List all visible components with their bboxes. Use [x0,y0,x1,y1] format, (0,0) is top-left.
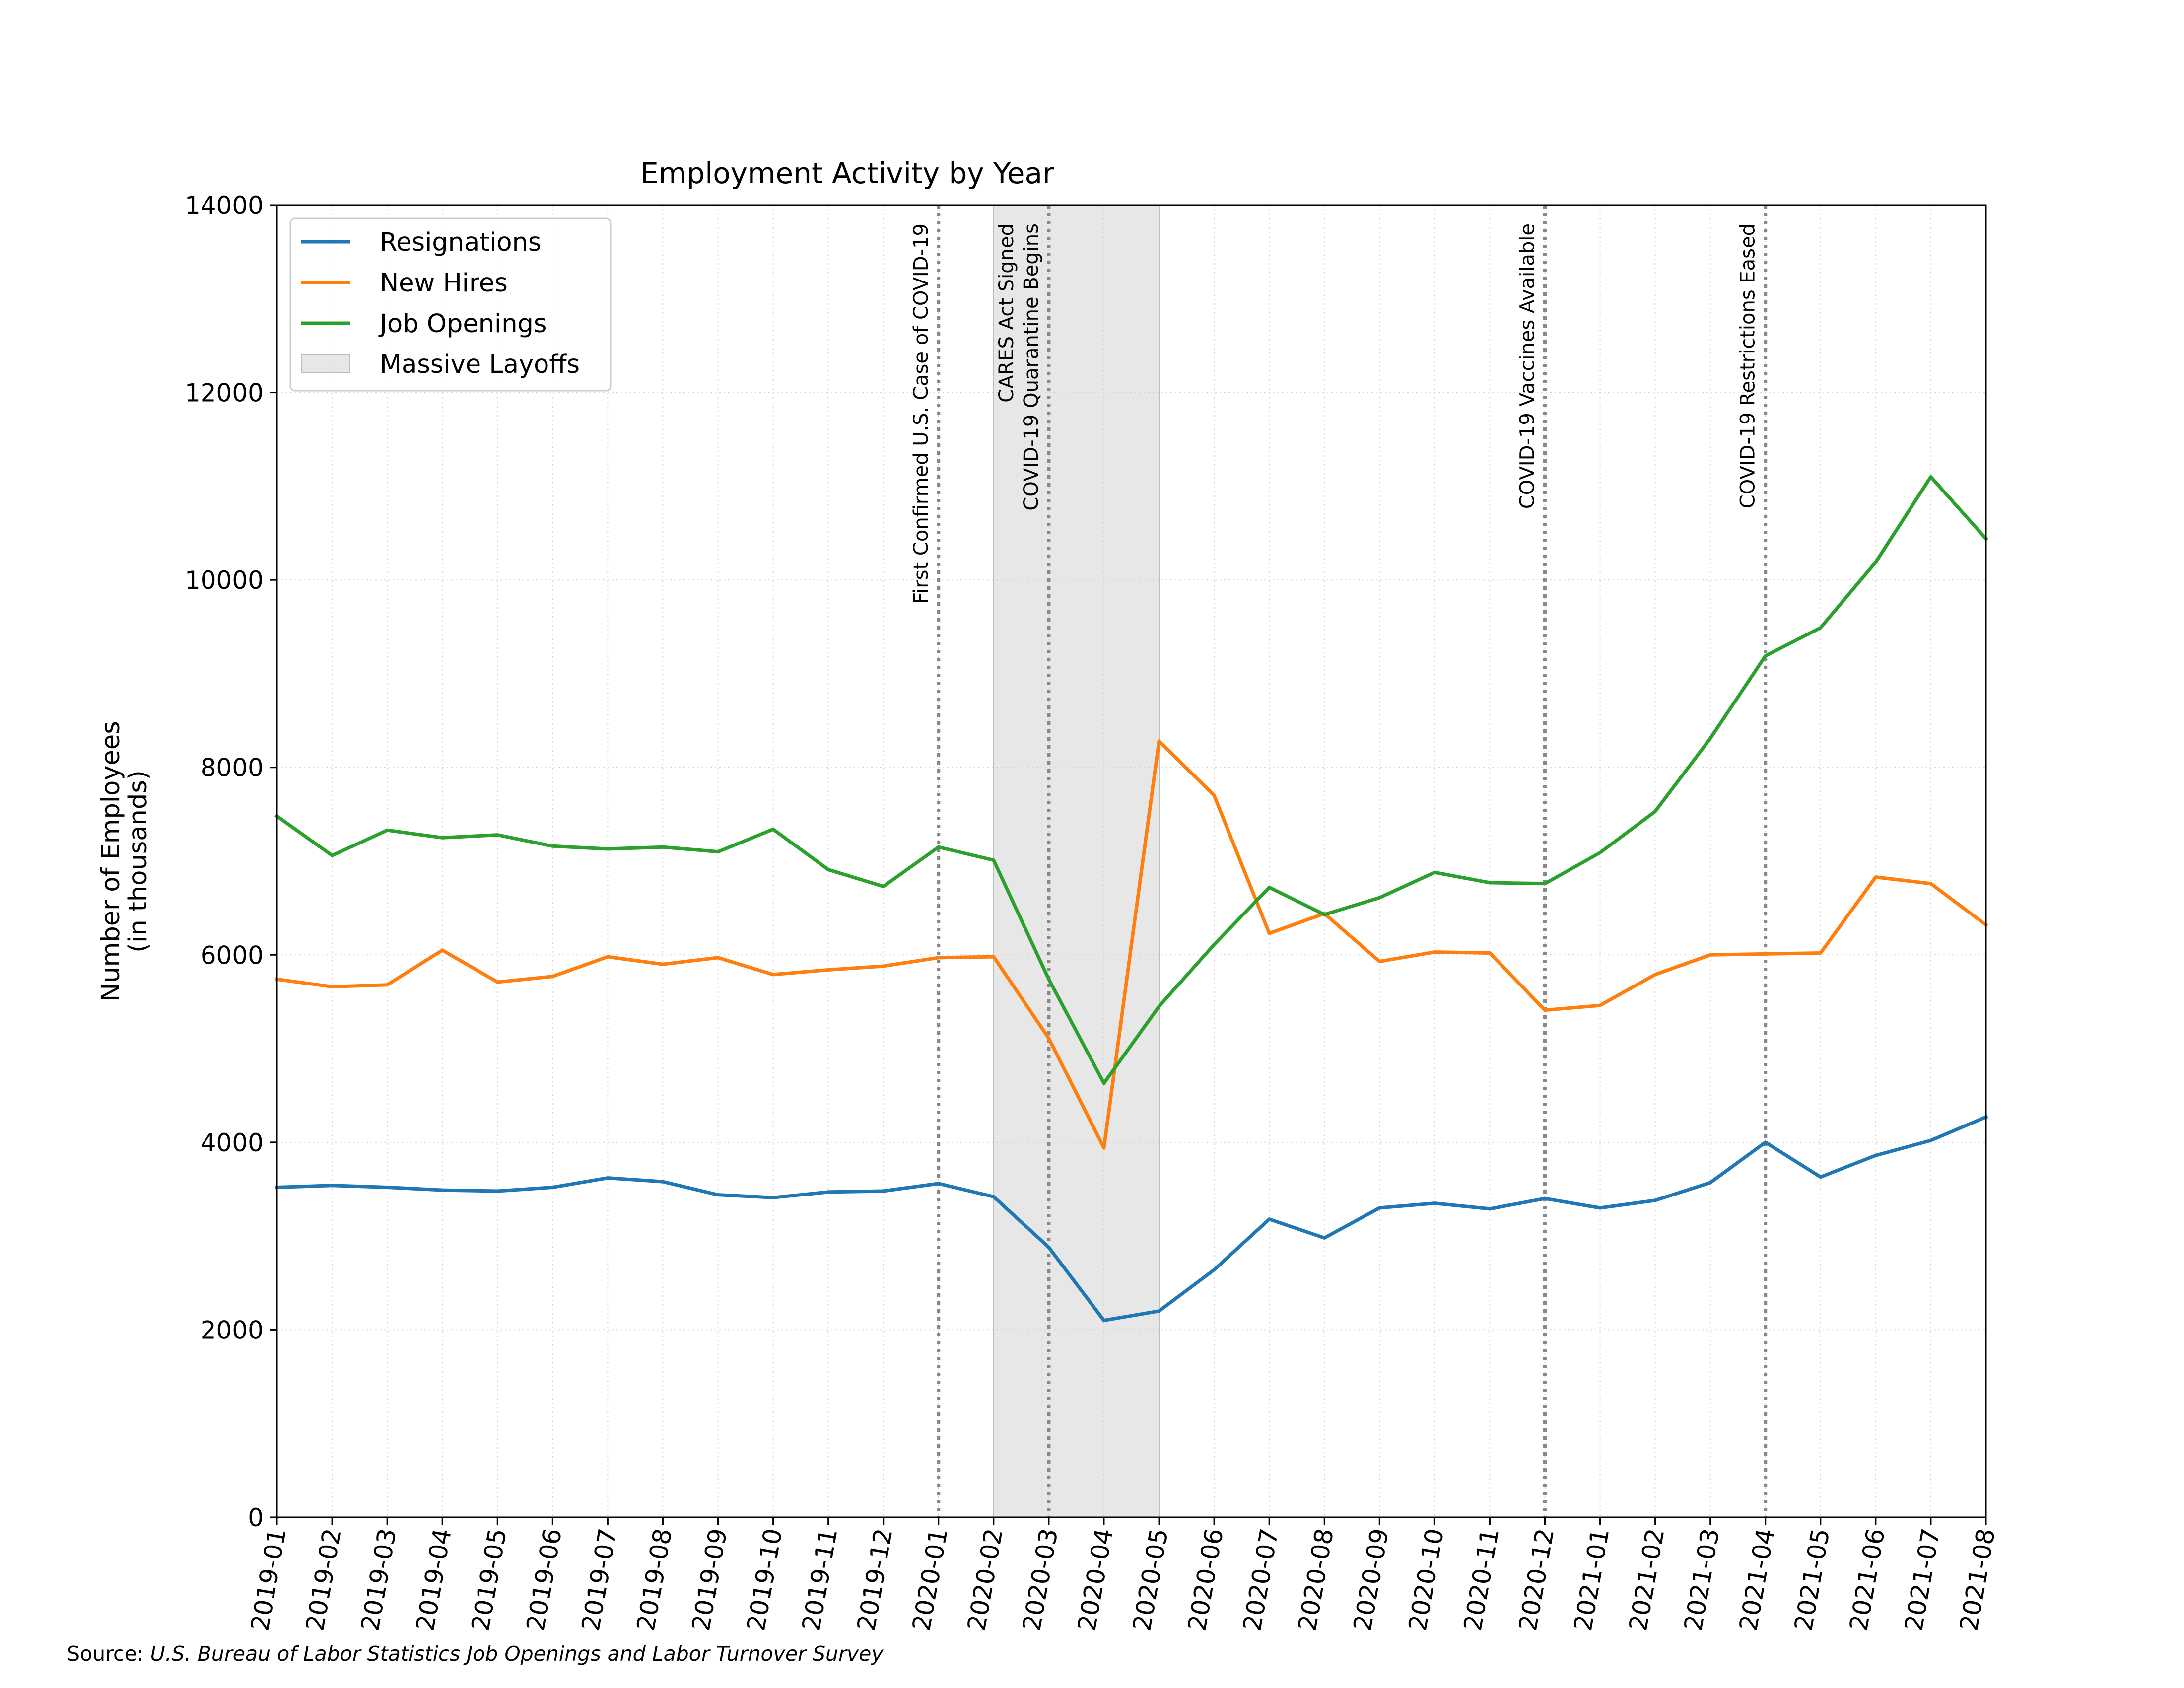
x-axis-ticks: 2019-01 2019-02 2019-03 2019-04 2019-05 2019-… [245,1517,2001,1633]
y-tick-label: 8000 [201,754,264,782]
series-line-job-openings [274,475,1988,1085]
x-tick-label: 2020-03 [1017,1526,1063,1633]
event-label: COVID-19 Quarantine Begins [1020,223,1043,511]
event-label: CARES Act Signed [995,223,1018,403]
x-tick-label: 2020-11 [1458,1526,1504,1633]
series-lines [274,475,1988,1323]
event-markers: First Confirmed U.S. Case of COVID-19 CAR… [910,205,1768,1517]
x-tick-label: 2019-04 [411,1526,457,1633]
legend-swatch [301,354,350,373]
x-tick-label: 2019-10 [742,1526,788,1633]
x-tick-label: 2020-06 [1183,1526,1229,1633]
chart-title: Employment Activity by Year [640,156,1054,190]
x-tick-label: 2021-05 [1789,1526,1835,1633]
x-tick-label: 2020-07 [1238,1526,1284,1633]
legend-label: Resignations [380,228,541,257]
x-tick-label: 2021-07 [1899,1526,1945,1633]
x-tick-label: 2020-09 [1348,1526,1394,1633]
y-tick-label: 4000 [201,1128,264,1157]
x-tick-label: 2019-12 [852,1526,898,1633]
legend-label: Massive Layoffs [380,350,580,379]
x-tick-label: 2021-06 [1844,1526,1890,1633]
legend-label: New Hires [380,269,508,298]
y-tick-label: 12000 [185,379,264,408]
x-tick-label: 2021-03 [1679,1526,1725,1633]
legend-box [289,217,612,392]
x-tick-label: 2019-05 [466,1526,512,1633]
legend: Resignations New Hires Job Openings Massive… [289,217,612,392]
x-tick-label: 2020-05 [1127,1526,1173,1633]
x-tick-label: 2019-02 [300,1526,346,1633]
event-label: First Confirmed U.S. Case of COVID-19 [910,223,933,604]
x-tick-label: 2019-06 [521,1526,567,1633]
x-tick-label: 2021-02 [1624,1526,1670,1633]
x-tick-label: 2021-04 [1734,1526,1780,1633]
series-line-resignations [275,1115,1988,1323]
x-tick-label: 2019-01 [245,1526,291,1633]
y-tick-label: 0 [248,1503,264,1532]
x-tick-label: 2020-08 [1293,1526,1339,1633]
event-label: COVID-19 Restrictions Eased [1737,223,1760,508]
x-tick-label: 2019-07 [576,1526,622,1633]
x-tick-label: 2020-10 [1403,1526,1449,1633]
source-text: U.S. Bureau of Labor Statistics Job Open… [150,1642,884,1666]
legend-label: Job Openings [378,309,546,339]
x-tick-label: 2020-02 [962,1526,1008,1633]
x-tick-label: 2019-08 [631,1526,678,1633]
source-note: Source: U.S. Bureau of Labor Statistics … [67,1642,884,1666]
x-tick-label: 2021-01 [1569,1526,1615,1633]
massive-layoffs-band [993,205,1160,1518]
y-axis-label-line1: Number of Employees [96,721,126,1002]
x-tick-label: 2019-03 [356,1526,402,1633]
x-tick-label: 2020-01 [907,1526,953,1633]
event-label: COVID-19 Vaccines Available [1516,223,1539,509]
y-tick-label: 2000 [201,1316,264,1344]
x-tick-label: 2020-04 [1072,1526,1118,1633]
y-axis-label-line2: (in thousands) [124,770,153,952]
series-line-new-hires [275,739,1988,1150]
y-tick-label: 10000 [185,566,264,595]
x-tick-label: 2020-12 [1513,1526,1560,1633]
x-tick-label: 2019-11 [797,1526,843,1633]
y-axis-ticks: 0 2000 4000 6000 8000 10000 12000 14000 [185,191,277,1532]
x-tick-label: 2019-09 [686,1526,733,1633]
y-tick-label: 14000 [185,191,264,220]
shaded-region [993,205,1160,1518]
plot-frame [276,204,1987,1518]
x-tick-label: 2021-08 [1954,1526,2000,1633]
y-tick-label: 6000 [201,941,264,970]
source-prefix: Source: [67,1642,150,1666]
